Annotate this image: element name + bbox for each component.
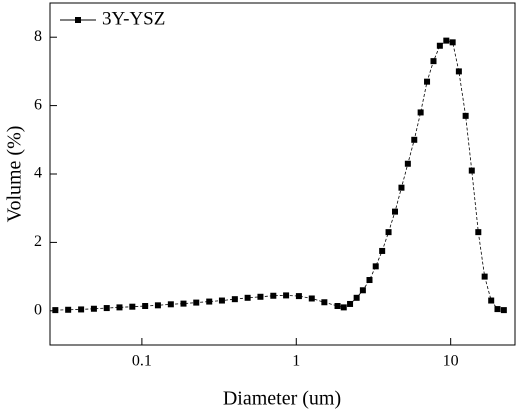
- data-point: [494, 306, 501, 313]
- data-point: [231, 296, 238, 303]
- plot-frame: [49, 2, 516, 346]
- data-point: [334, 303, 341, 310]
- data-point: [65, 306, 72, 313]
- y-axis-label: Volume (%): [4, 126, 26, 223]
- data-point: [379, 247, 386, 254]
- data-point: [308, 295, 315, 302]
- data-point: [424, 78, 431, 85]
- data-point: [129, 303, 136, 310]
- data-point: [142, 303, 149, 310]
- data-point: [392, 208, 399, 215]
- data-point: [257, 293, 264, 300]
- data-point: [90, 305, 97, 312]
- legend-label: 3Y-YSZ: [102, 8, 165, 29]
- x-tick-label: 10: [443, 353, 459, 370]
- data-point: [443, 37, 450, 44]
- data-point: [244, 294, 251, 301]
- y-tick-label: 8: [34, 28, 42, 45]
- data-point: [385, 229, 392, 236]
- data-point: [218, 297, 225, 304]
- data-point: [206, 298, 213, 305]
- data-point: [347, 300, 354, 307]
- x-tick-label: 1: [292, 353, 300, 370]
- data-point: [180, 300, 187, 307]
- x-axis-label: Diameter (um): [223, 388, 341, 410]
- data-point: [500, 307, 507, 314]
- data-point: [468, 167, 475, 174]
- x-tick-label: 0.1: [132, 353, 152, 370]
- data-point: [116, 304, 123, 311]
- data-point: [462, 112, 469, 119]
- data-point: [52, 307, 59, 314]
- y-tick-label: 0: [34, 301, 42, 318]
- data-point: [436, 42, 443, 49]
- data-point: [78, 306, 85, 313]
- data-point: [475, 229, 482, 236]
- data-point: [283, 292, 290, 299]
- data-point: [449, 39, 456, 46]
- data-point: [353, 294, 360, 301]
- data-point: [411, 136, 418, 143]
- data-point: [193, 299, 200, 306]
- y-tick-label: 4: [34, 165, 42, 182]
- data-point: [321, 299, 328, 306]
- data-point: [398, 184, 405, 191]
- data-point: [154, 302, 161, 309]
- data-point: [481, 273, 488, 280]
- data-point: [488, 297, 495, 304]
- data-point: [270, 292, 277, 299]
- legend-marker: [75, 17, 81, 23]
- data-point: [359, 287, 366, 294]
- data-point: [103, 305, 110, 312]
- data-point: [404, 160, 411, 167]
- data-point: [366, 277, 373, 284]
- data-point: [417, 109, 424, 116]
- data-point: [167, 301, 174, 308]
- data-point: [295, 293, 302, 300]
- y-tick-label: 2: [34, 233, 42, 250]
- data-point: [430, 58, 437, 65]
- data-point: [340, 304, 347, 311]
- data-point: [372, 263, 379, 270]
- data-point: [455, 68, 462, 75]
- series-line: [55, 40, 504, 311]
- y-tick-label: 6: [34, 96, 42, 113]
